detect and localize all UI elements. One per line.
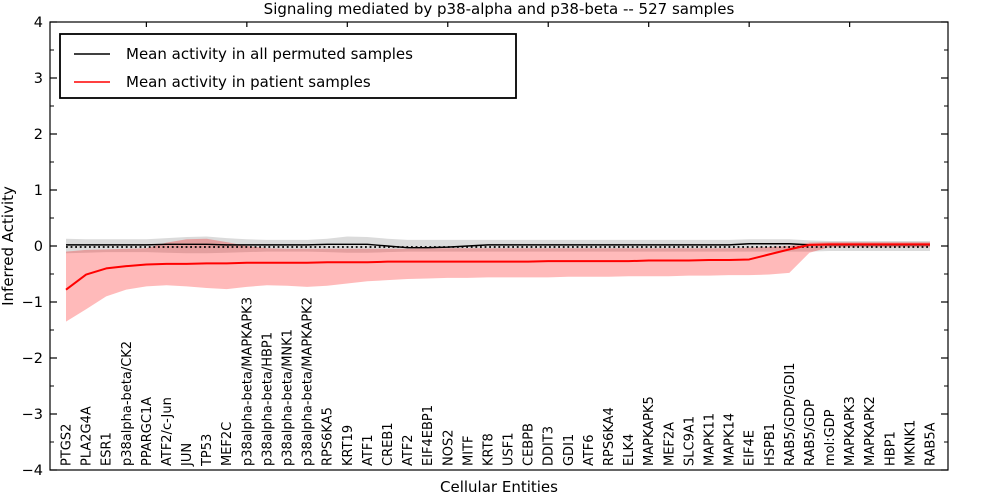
x-tick-label: USF1 — [502, 432, 517, 466]
x-tick-label: ATF2 — [401, 434, 416, 466]
x-tick-label: MKNK1 — [903, 420, 918, 466]
y-tick-label: 2 — [34, 127, 43, 143]
x-tick-label: MEF2A — [662, 422, 677, 466]
x-tick-label: MAPKAPK5 — [642, 396, 657, 466]
x-tick-label: DDIT3 — [542, 426, 557, 466]
x-tick-label: RAB5/GDP — [803, 399, 818, 466]
x-tick-label: mol:GDP — [823, 409, 838, 466]
permuted-mean-line — [66, 243, 930, 249]
x-tick-label: MAPK11 — [702, 413, 717, 466]
x-tick-label: JUN — [180, 443, 195, 467]
chart-title: Signaling mediated by p38-alpha and p38-… — [264, 0, 735, 18]
x-tick-label: EIF4E — [743, 430, 758, 466]
x-tick-label: GDI1 — [562, 434, 577, 466]
x-tick-label: NOS2 — [441, 430, 456, 466]
y-tick-label: −3 — [22, 407, 43, 423]
y-tick-label: 4 — [34, 15, 43, 31]
x-tick-label: KRT19 — [341, 425, 356, 466]
x-tick-label: MEF2C — [220, 422, 235, 466]
y-tick-label: 3 — [34, 71, 43, 87]
x-tick-label: p38alpha-beta/CK2 — [120, 341, 135, 466]
x-tick-label: ATF1 — [361, 434, 376, 466]
x-tick-label: ELK4 — [622, 434, 637, 466]
x-tick-label: PPARGC1A — [140, 397, 155, 466]
x-tick-label: ATF6 — [582, 434, 597, 466]
y-tick-label: −4 — [22, 463, 43, 479]
x-tick-label: MAPKAPK3 — [843, 396, 858, 466]
x-tick-label: RPS6KA4 — [602, 407, 617, 466]
patient-band — [66, 238, 930, 322]
x-tick-label: HBP1 — [883, 431, 898, 466]
y-tick-label: 1 — [34, 183, 43, 199]
x-tick-label: CEBPB — [522, 423, 537, 466]
x-tick-label: RAB5A — [924, 422, 939, 466]
x-tick-label: RPS6KA5 — [321, 407, 336, 466]
x-tick-label: p38alpha-beta/MAPKAPK2 — [301, 297, 316, 466]
x-tick-label: KRT8 — [481, 433, 496, 466]
x-axis-label: Cellular Entities — [440, 478, 558, 496]
plot-area: 4 3 2 1 0 −1 −2 −3 −4 PTGS2 PLA2G4A ESR1 p38alpha-be… — [22, 15, 949, 479]
x-tick-label: ESR1 — [100, 432, 115, 466]
x-tick-label: CREB1 — [381, 422, 396, 466]
x-tick-label: PLA2G4A — [80, 406, 95, 466]
x-tick-label: p38alpha-beta/MAPKAPK3 — [240, 297, 255, 466]
x-tick-label: p38alpha-beta/HBP1 — [260, 332, 275, 466]
x-tick-label: MAPK14 — [723, 413, 738, 466]
patient-mean-line — [65, 243, 930, 291]
x-tick-label: RAB5/GDP/GDI1 — [783, 363, 798, 466]
x-tick-label: ATF2/c-Jun — [160, 397, 175, 466]
x-tick-label: HSPB1 — [763, 423, 778, 466]
x-tick-label: PTGS2 — [60, 424, 75, 466]
legend-box — [59, 33, 517, 99]
y-tick-label: 0 — [34, 239, 43, 255]
legend: Mean activity in all permuted samples Me… — [59, 33, 517, 99]
x-tick-label: MAPKAPK2 — [863, 396, 878, 466]
legend-label-permuted: Mean activity in all permuted samples — [126, 45, 413, 63]
y-axis-label: Inferred Activity — [0, 186, 17, 306]
x-tick-label: SLC9A1 — [682, 416, 697, 466]
x-tick-label: TP53 — [200, 434, 215, 467]
x-tick-label: EIF4EBP1 — [421, 405, 436, 466]
x-tick-label: p38alpha-beta/MNK1 — [281, 329, 296, 466]
y-tick-label: −2 — [22, 351, 43, 367]
legend-label-patient: Mean activity in patient samples — [126, 73, 371, 91]
x-tick-label: MITF — [461, 436, 476, 466]
y-tick-label: −1 — [22, 295, 43, 311]
